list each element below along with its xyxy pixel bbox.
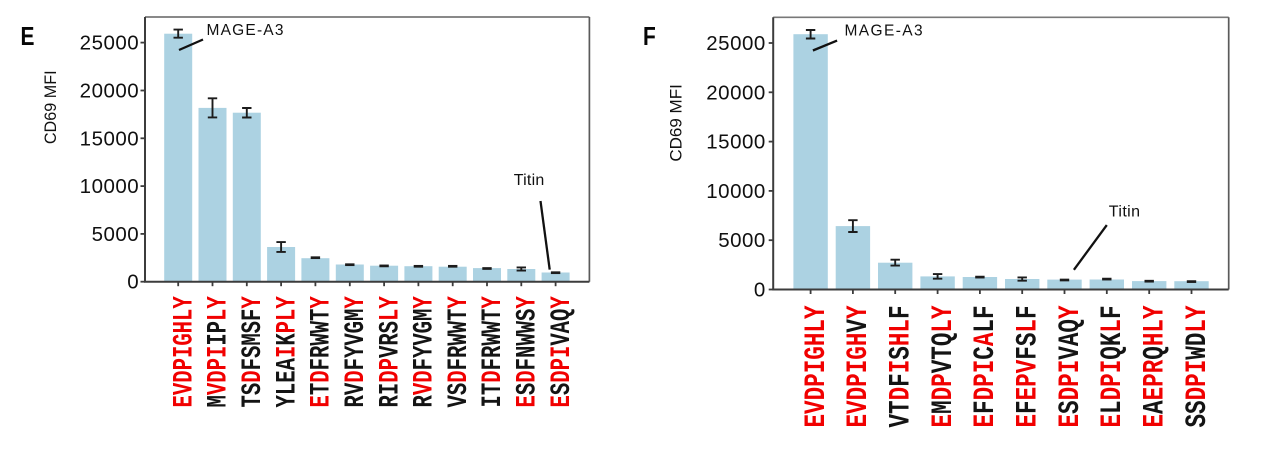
svg-text:ESDPIVAQY: ESDPIVAQY bbox=[547, 296, 578, 408]
svg-text:EFEPVFSLF: EFEPVFSLF bbox=[1011, 305, 1045, 427]
svg-text:RVDFYVGMY: RVDFYVGMY bbox=[341, 296, 372, 408]
svg-text:20000: 20000 bbox=[706, 81, 766, 104]
svg-text:0: 0 bbox=[754, 279, 766, 302]
svg-text:TSDFSMSFY: TSDFSMSFY bbox=[238, 296, 269, 408]
svg-text:E: E bbox=[21, 22, 35, 50]
svg-text:EVDPIGHLY: EVDPIGHLY bbox=[799, 305, 833, 427]
svg-text:0: 0 bbox=[127, 271, 139, 294]
svg-text:SSDPIWDLY: SSDPIWDLY bbox=[1180, 305, 1214, 427]
svg-text:RVDFYVGMY: RVDFYVGMY bbox=[410, 296, 441, 408]
svg-text:EAEPRQHLY: EAEPRQHLY bbox=[1138, 305, 1172, 427]
svg-text:25000: 25000 bbox=[706, 32, 766, 55]
svg-text:EFDPICALF: EFDPICALF bbox=[968, 305, 1002, 427]
svg-text:YLEAIKPLY: YLEAIKPLY bbox=[273, 296, 304, 408]
svg-text:VSDFRWWTY: VSDFRWWTY bbox=[444, 296, 475, 408]
svg-text:20000: 20000 bbox=[80, 80, 140, 103]
svg-text:ELDPIQKLF: ELDPIQKLF bbox=[1095, 305, 1129, 427]
svg-text:MAGE-A3: MAGE-A3 bbox=[207, 22, 285, 39]
svg-text:10000: 10000 bbox=[80, 175, 140, 198]
svg-text:EVDPIGHVY: EVDPIGHVY bbox=[841, 305, 875, 427]
svg-text:ESDFNWWSY: ESDFNWWSY bbox=[513, 296, 544, 408]
svg-text:CD69 MFI: CD69 MFI bbox=[42, 70, 60, 144]
svg-text:CD69 MFI: CD69 MFI bbox=[666, 84, 685, 161]
svg-text:15000: 15000 bbox=[80, 127, 140, 150]
svg-text:EMDPVTQLY: EMDPVTQLY bbox=[926, 305, 960, 427]
svg-text:ETDFRWWTY: ETDFRWWTY bbox=[307, 296, 338, 408]
svg-text:5000: 5000 bbox=[718, 229, 766, 252]
svg-text:F: F bbox=[643, 22, 656, 50]
svg-text:MAGE-A3: MAGE-A3 bbox=[845, 22, 925, 39]
svg-text:RIDPVRSLY: RIDPVRSLY bbox=[376, 296, 407, 408]
svg-text:Titin: Titin bbox=[1109, 204, 1141, 221]
svg-text:VTDFISHLF: VTDFISHLF bbox=[884, 305, 918, 427]
svg-text:25000: 25000 bbox=[80, 32, 140, 55]
svg-text:15000: 15000 bbox=[706, 131, 766, 154]
svg-text:EVDPIGHLY: EVDPIGHLY bbox=[170, 296, 201, 408]
svg-text:MVDPIIPLY: MVDPIIPLY bbox=[204, 296, 235, 408]
svg-text:10000: 10000 bbox=[706, 180, 766, 203]
svg-text:ITDFRWWTY: ITDFRWWTY bbox=[479, 296, 510, 408]
svg-text:5000: 5000 bbox=[92, 223, 140, 246]
svg-text:ESDPIVAQY: ESDPIVAQY bbox=[1053, 305, 1087, 427]
svg-text:Titin: Titin bbox=[514, 172, 545, 189]
